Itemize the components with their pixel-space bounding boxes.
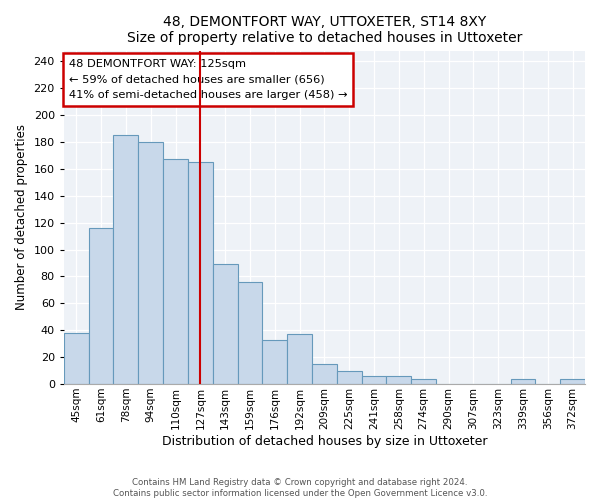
Bar bbox=[163, 160, 188, 384]
Bar bbox=[511, 378, 535, 384]
Title: 48, DEMONTFORT WAY, UTTOXETER, ST14 8XY
Size of property relative to detached ho: 48, DEMONTFORT WAY, UTTOXETER, ST14 8XY … bbox=[127, 15, 522, 45]
Bar bbox=[411, 378, 436, 384]
Bar bbox=[362, 376, 386, 384]
X-axis label: Distribution of detached houses by size in Uttoxeter: Distribution of detached houses by size … bbox=[161, 434, 487, 448]
Bar bbox=[113, 136, 138, 384]
Bar bbox=[89, 228, 113, 384]
Bar bbox=[560, 378, 585, 384]
Bar bbox=[138, 142, 163, 384]
Text: Contains HM Land Registry data © Crown copyright and database right 2024.
Contai: Contains HM Land Registry data © Crown c… bbox=[113, 478, 487, 498]
Bar bbox=[312, 364, 337, 384]
Bar bbox=[287, 334, 312, 384]
Bar bbox=[386, 376, 411, 384]
Bar bbox=[337, 370, 362, 384]
Y-axis label: Number of detached properties: Number of detached properties bbox=[15, 124, 28, 310]
Bar bbox=[64, 333, 89, 384]
Bar bbox=[213, 264, 238, 384]
Bar bbox=[262, 340, 287, 384]
Bar bbox=[188, 162, 213, 384]
Bar bbox=[238, 282, 262, 384]
Text: 48 DEMONTFORT WAY: 125sqm
← 59% of detached houses are smaller (656)
41% of semi: 48 DEMONTFORT WAY: 125sqm ← 59% of detac… bbox=[69, 59, 347, 100]
